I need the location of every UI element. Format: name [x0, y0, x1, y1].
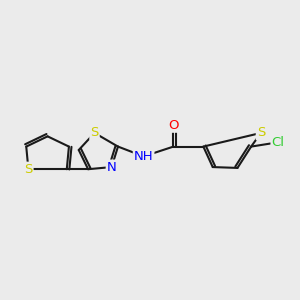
Text: O: O	[168, 119, 179, 132]
Text: S: S	[257, 126, 265, 140]
Text: N: N	[107, 160, 116, 174]
Text: NH: NH	[134, 150, 153, 163]
Text: Cl: Cl	[272, 136, 284, 149]
Text: S: S	[24, 163, 33, 176]
Text: S: S	[90, 126, 99, 140]
